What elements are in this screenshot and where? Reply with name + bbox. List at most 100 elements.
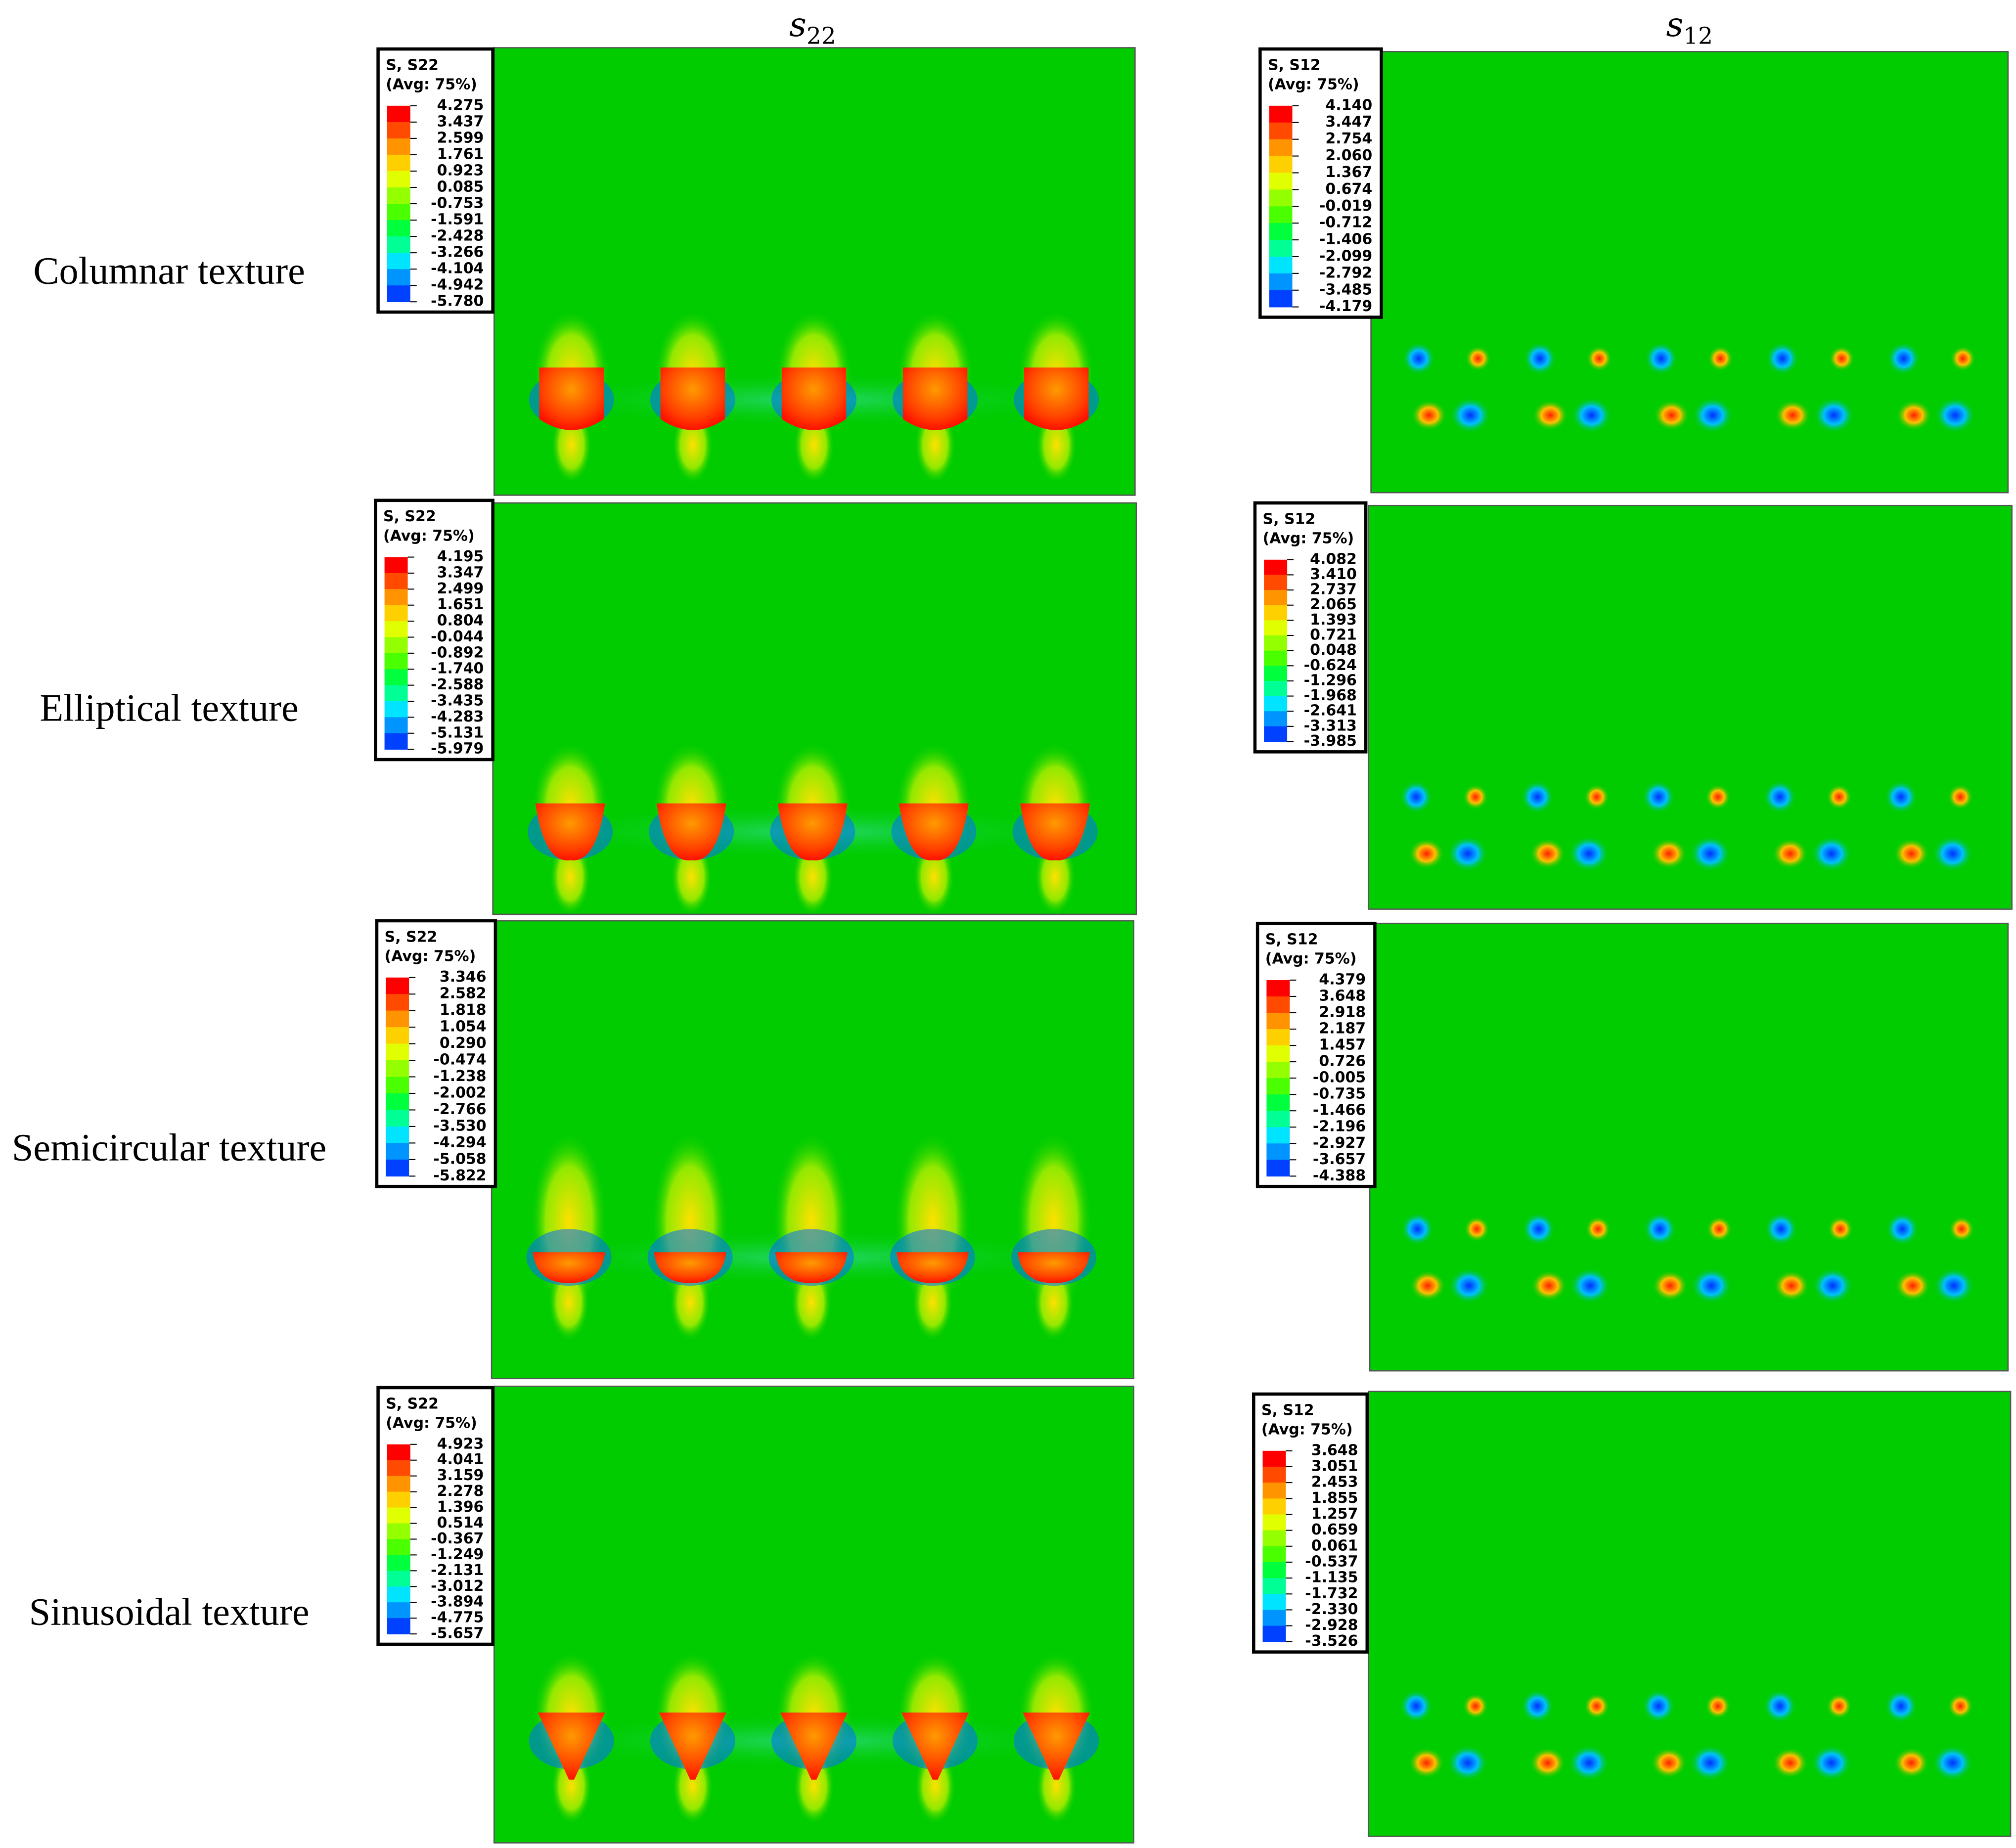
legend-band (1262, 1594, 1286, 1611)
legend-band (1264, 590, 1288, 606)
legend-band (1269, 206, 1293, 224)
legend-band (384, 605, 408, 622)
legend-band (1269, 139, 1293, 157)
legend-band (387, 187, 410, 204)
legend-band (387, 1460, 410, 1477)
legend-band (1264, 575, 1288, 590)
legend-value: 0.290 (440, 1035, 487, 1052)
hot-spot (1586, 345, 1613, 372)
legend-value: -2.792 (1319, 264, 1372, 281)
legend-avg: (Avg: 75%) (383, 527, 475, 544)
hot-spot (1894, 1270, 1931, 1302)
cold-spot (1932, 1745, 1973, 1781)
legend-title: S, S12 (1263, 510, 1316, 528)
color-legend: S, S12 (Avg: 75%) 4.0823.4102.7372.0651.39… (1253, 501, 1368, 754)
legend-band (1264, 650, 1288, 667)
hot-spot (1408, 838, 1445, 869)
cold-spot (1643, 1212, 1677, 1246)
legend-value: -5.822 (433, 1167, 486, 1184)
hot-spot (1464, 1216, 1490, 1242)
legend-band (1266, 1029, 1290, 1046)
legend-value: 3.347 (437, 564, 484, 581)
legend-value: -1.296 (1304, 672, 1357, 689)
legend-band (384, 589, 408, 606)
legend-value: -0.735 (1313, 1085, 1366, 1103)
hot-spot (1827, 1216, 1853, 1242)
legend-band (1269, 173, 1293, 190)
legend-value: -0.892 (431, 644, 484, 661)
column-header: s12 (1666, 5, 1713, 50)
legend-value: 4.082 (1310, 550, 1357, 568)
legend-title: S, S22 (383, 508, 436, 525)
hot-spot (1408, 1747, 1445, 1779)
cold-spot (1932, 835, 1973, 872)
legend-band (386, 1077, 409, 1094)
legend-band (1266, 1143, 1290, 1161)
legend-band (387, 1539, 410, 1556)
cold-spot (1568, 835, 1610, 872)
legend-band (384, 653, 408, 670)
legend-value: -2.928 (1305, 1617, 1358, 1634)
legend-band (387, 1523, 410, 1540)
legend-value: 1.818 (440, 1001, 487, 1019)
legend-band (1266, 1045, 1290, 1062)
legend-value: -3.435 (431, 692, 484, 709)
legend-band (387, 1444, 410, 1461)
legend-band (384, 669, 408, 686)
legend-value: -3.313 (1304, 717, 1357, 734)
legend-value: -4.283 (431, 708, 484, 725)
legend-band (387, 220, 410, 237)
legend-band (1264, 635, 1288, 651)
legend-value: 1.396 (437, 1498, 484, 1516)
legend-value: 3.648 (1311, 1442, 1358, 1459)
legend-value: -0.712 (1319, 214, 1372, 231)
legend-value: -1.249 (431, 1546, 484, 1563)
hot-spot (1893, 1747, 1929, 1779)
legend-band (1269, 156, 1293, 174)
legend-band (387, 154, 410, 172)
hot-spot (1529, 1747, 1566, 1779)
legend-band (386, 1027, 409, 1044)
hot-spot (1772, 838, 1808, 869)
legend-avg: (Avg: 75%) (1268, 76, 1359, 93)
legend-value: 3.410 (1310, 566, 1357, 583)
legend-band (387, 1555, 410, 1572)
legend-band (1262, 1450, 1286, 1467)
hot-spot (1772, 1747, 1808, 1779)
stress-core (1023, 1713, 1090, 1780)
color-legend: S, S22 (Avg: 75%) 4.1953.3472.4991.6510.80… (374, 498, 494, 762)
legend-value: -4.388 (1313, 1167, 1366, 1184)
color-legend: S, S22 (Avg: 75%) 4.9234.0413.1592.2781.39… (376, 1386, 494, 1646)
legend-value: 0.048 (1310, 641, 1357, 659)
legend-band (1266, 1094, 1290, 1111)
legend-avg: (Avg: 75%) (1263, 530, 1354, 547)
stress-core (535, 803, 605, 860)
legend-band (387, 105, 410, 123)
legend-value: -1.238 (433, 1068, 486, 1085)
hot-spot (1705, 784, 1731, 810)
cold-spot (1447, 835, 1488, 872)
legend-value: -1.406 (1319, 231, 1372, 248)
cold-spot (1448, 1267, 1490, 1304)
legend-value: -5.058 (433, 1150, 486, 1168)
hot-spot (1706, 1216, 1732, 1242)
legend-band (1262, 1514, 1286, 1531)
legend-value: -4.775 (431, 1609, 484, 1626)
hot-spot (1652, 1270, 1689, 1302)
legend-value: 3.159 (437, 1467, 484, 1484)
legend-title: S, S22 (386, 1395, 439, 1412)
legend-band (387, 1491, 410, 1508)
legend-value: 0.061 (1311, 1537, 1358, 1554)
hot-spot (1462, 1693, 1488, 1719)
stress-core (902, 367, 968, 430)
legend-band (387, 204, 410, 221)
contour-plot (1368, 504, 2013, 910)
color-legend: S, S22(Avg: 75%) 3.3462.5821.8181.0540.29… (375, 919, 497, 1188)
legend-value: -0.367 (431, 1530, 484, 1547)
legend-value: 2.499 (437, 580, 484, 597)
legend-value: -2.588 (431, 676, 484, 693)
legend-value: -3.530 (433, 1117, 486, 1134)
legend-band (386, 1010, 409, 1028)
legend-value: -3.012 (431, 1578, 484, 1595)
